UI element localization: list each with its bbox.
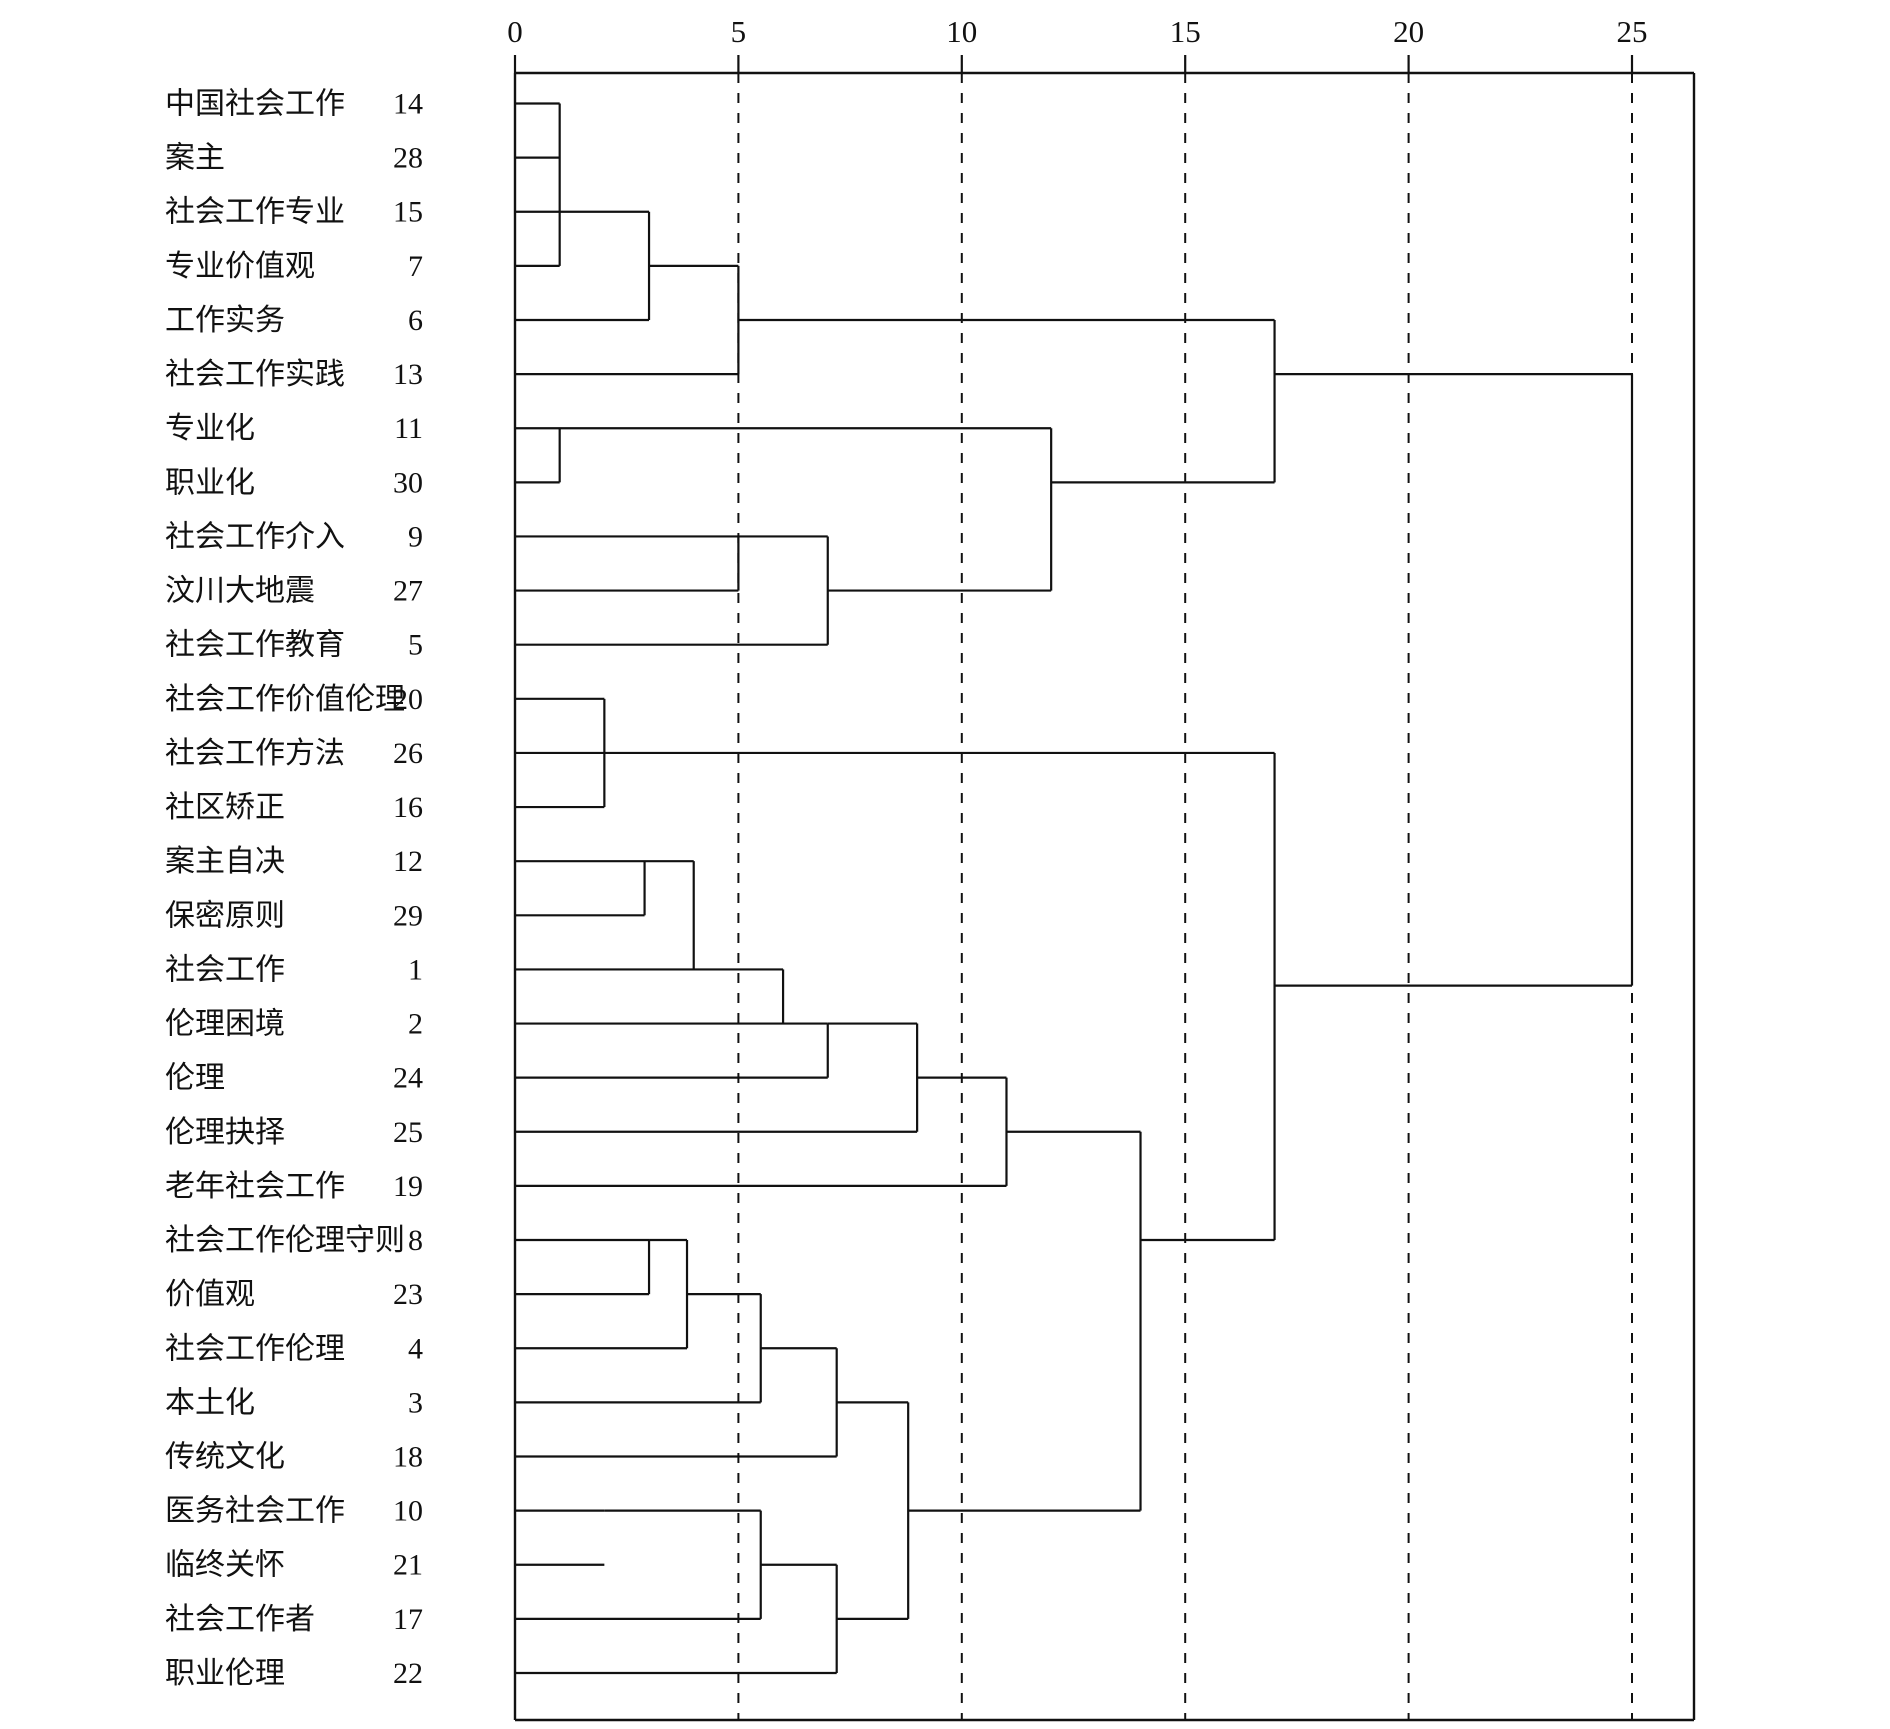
leaf-label-8: 社会工作伦理守则	[165, 1224, 405, 1257]
leaf-num-19: 19	[393, 1170, 423, 1203]
axis-tick-label-0: 0	[507, 14, 523, 49]
plot-frame	[513, 73, 1696, 1722]
leaf-label-2: 伦理困境	[165, 1008, 285, 1041]
leaf-label-6: 工作实务	[165, 304, 285, 337]
axis-tick-label-10: 10	[946, 14, 977, 49]
leaf-label-9: 社会工作介入	[165, 520, 345, 553]
leaf-label-28: 案主	[165, 142, 225, 175]
leaf-num-30: 30	[393, 466, 423, 499]
leaf-label-26: 社会工作方法	[165, 737, 345, 770]
leaf-num-29: 29	[393, 899, 423, 932]
leaf-num-21: 21	[393, 1549, 423, 1582]
leaf-num-5: 5	[408, 629, 423, 662]
leaf-num-2: 2	[408, 1008, 423, 1041]
leaf-label-21: 临终关怀	[165, 1549, 285, 1582]
leaf-label-3: 本土化	[165, 1386, 255, 1419]
leaf-num-3: 3	[408, 1386, 423, 1419]
leaf-num-26: 26	[393, 737, 423, 770]
axis-tick-label-15: 15	[1170, 14, 1201, 49]
leaf-label-12: 案主自决	[165, 845, 285, 878]
leaf-num-11: 11	[394, 412, 423, 445]
leaf-label-4: 社会工作伦理	[165, 1332, 345, 1365]
leaf-num-22: 22	[393, 1657, 423, 1690]
leaf-num-18: 18	[393, 1441, 423, 1474]
leaf-num-6: 6	[408, 304, 423, 337]
leaf-num-1: 1	[408, 953, 423, 986]
leaf-num-8: 8	[408, 1224, 423, 1257]
axis-tick-label-5: 5	[731, 14, 747, 49]
leaf-label-27: 汶川大地震	[165, 575, 315, 608]
leaf-num-20: 20	[393, 683, 423, 716]
leaf-label-14: 中国社会工作	[165, 88, 345, 121]
axis-tick-label-25: 25	[1617, 14, 1648, 49]
leaf-label-1: 社会工作	[165, 953, 285, 986]
leaf-label-24: 伦理	[165, 1062, 225, 1095]
leaf-label-10: 医务社会工作	[165, 1495, 345, 1528]
leaf-num-23: 23	[393, 1278, 423, 1311]
leaf-label-30: 职业化	[165, 466, 255, 499]
leaf-label-15: 社会工作专业	[165, 196, 345, 229]
leaf-label-13: 社会工作实践	[165, 358, 345, 391]
leaf-label-20: 社会工作价值伦理	[165, 683, 405, 716]
leaf-num-16: 16	[393, 791, 423, 824]
leaf-label-5: 社会工作教育	[165, 629, 345, 662]
leaf-num-13: 13	[393, 358, 423, 391]
leaf-num-7: 7	[408, 250, 423, 283]
leaf-label-17: 社会工作者	[165, 1603, 315, 1636]
leaf-num-27: 27	[393, 575, 423, 608]
leaf-label-23: 价值观	[165, 1278, 255, 1311]
axis-tick-label-20: 20	[1393, 14, 1424, 49]
dendrogram-links	[515, 102, 1634, 1675]
leaf-label-16: 社区矫正	[165, 791, 285, 824]
leaf-label-19: 老年社会工作	[165, 1170, 345, 1203]
leaf-num-12: 12	[393, 845, 423, 878]
leaf-num-17: 17	[393, 1603, 423, 1636]
leaf-label-25: 伦理抉择	[165, 1116, 285, 1149]
leaf-num-24: 24	[393, 1062, 423, 1095]
leaf-num-9: 9	[408, 520, 423, 553]
leaf-label-11: 专业化	[165, 412, 255, 445]
leaf-label-7: 专业价值观	[165, 250, 315, 283]
top-axis: 0 5 10 15 20 25	[507, 14, 1694, 75]
leaf-label-18: 传统文化	[165, 1441, 285, 1474]
leaf-num-14: 14	[393, 88, 423, 121]
leaf-num-15: 15	[393, 196, 423, 229]
leaf-label-22: 职业伦理	[165, 1657, 285, 1690]
leaf-num-28: 28	[393, 142, 423, 175]
leaf-label-29: 保密原则	[165, 899, 285, 932]
leaf-num-10: 10	[393, 1495, 423, 1528]
leaf-num-4: 4	[408, 1332, 423, 1365]
leaf-num-25: 25	[393, 1116, 423, 1149]
